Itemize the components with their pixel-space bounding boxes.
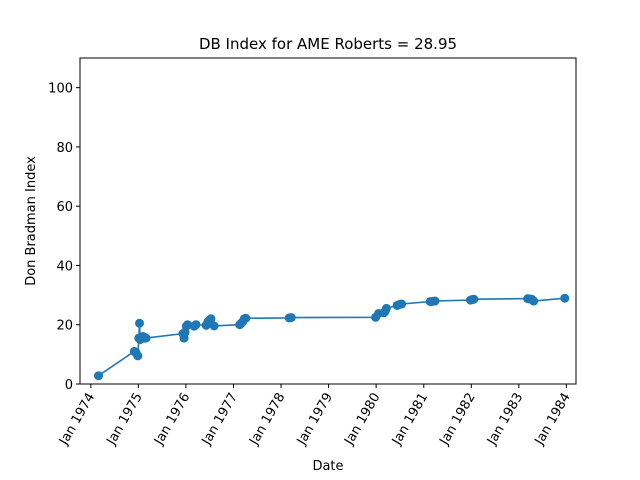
series-line — [98, 297, 565, 377]
y-tick-label: 60 — [56, 200, 73, 215]
x-tick-label: Jan 1980 — [341, 391, 383, 449]
x-tick-label: Jan 1974 — [56, 391, 98, 449]
data-point — [93, 371, 103, 381]
x-tick-label: Jan 1975 — [104, 391, 146, 449]
x-tick-label: Jan 1982 — [437, 391, 479, 449]
x-tick-label: Jan 1976 — [151, 391, 193, 449]
data-point — [135, 318, 145, 328]
data-point — [286, 313, 296, 323]
x-tick-label: Jan 1979 — [294, 391, 336, 449]
y-tick-label: 0 — [65, 378, 73, 393]
y-tick-label: 40 — [56, 259, 73, 274]
y-axis-label: Don Bradman Index — [24, 156, 39, 286]
x-axis: Jan 1974 Jan 1975 Jan 1976 Jan 1977 Jan 1978… — [56, 384, 574, 448]
y-axis: 0 20 40 60 80 100 — [48, 82, 80, 393]
plot-frame — [79, 57, 577, 385]
data-point — [133, 351, 143, 361]
data-point — [381, 303, 391, 313]
chart-title: DB Index for AME Roberts = 28.95 — [199, 35, 457, 53]
y-tick-label: 100 — [48, 82, 73, 97]
data-point — [430, 296, 440, 306]
data-point — [529, 296, 539, 306]
x-axis-label: Date — [312, 459, 343, 474]
y-tick-label: 20 — [56, 319, 73, 334]
x-tick-label: Jan 1983 — [484, 391, 526, 449]
data-point — [209, 321, 219, 331]
x-tick-label: Jan 1977 — [199, 391, 241, 449]
data-point — [469, 294, 479, 304]
x-tick-label: Jan 1984 — [532, 391, 574, 449]
plot-area — [93, 293, 570, 381]
data-point — [141, 333, 151, 343]
data-point — [206, 314, 216, 324]
x-tick-label: Jan 1978 — [246, 391, 288, 449]
data-point — [560, 293, 570, 303]
data-point — [397, 299, 407, 309]
x-tick-label: Jan 1981 — [389, 391, 431, 449]
data-point — [191, 320, 201, 330]
y-tick-label: 80 — [56, 141, 73, 156]
data-point — [241, 313, 251, 323]
